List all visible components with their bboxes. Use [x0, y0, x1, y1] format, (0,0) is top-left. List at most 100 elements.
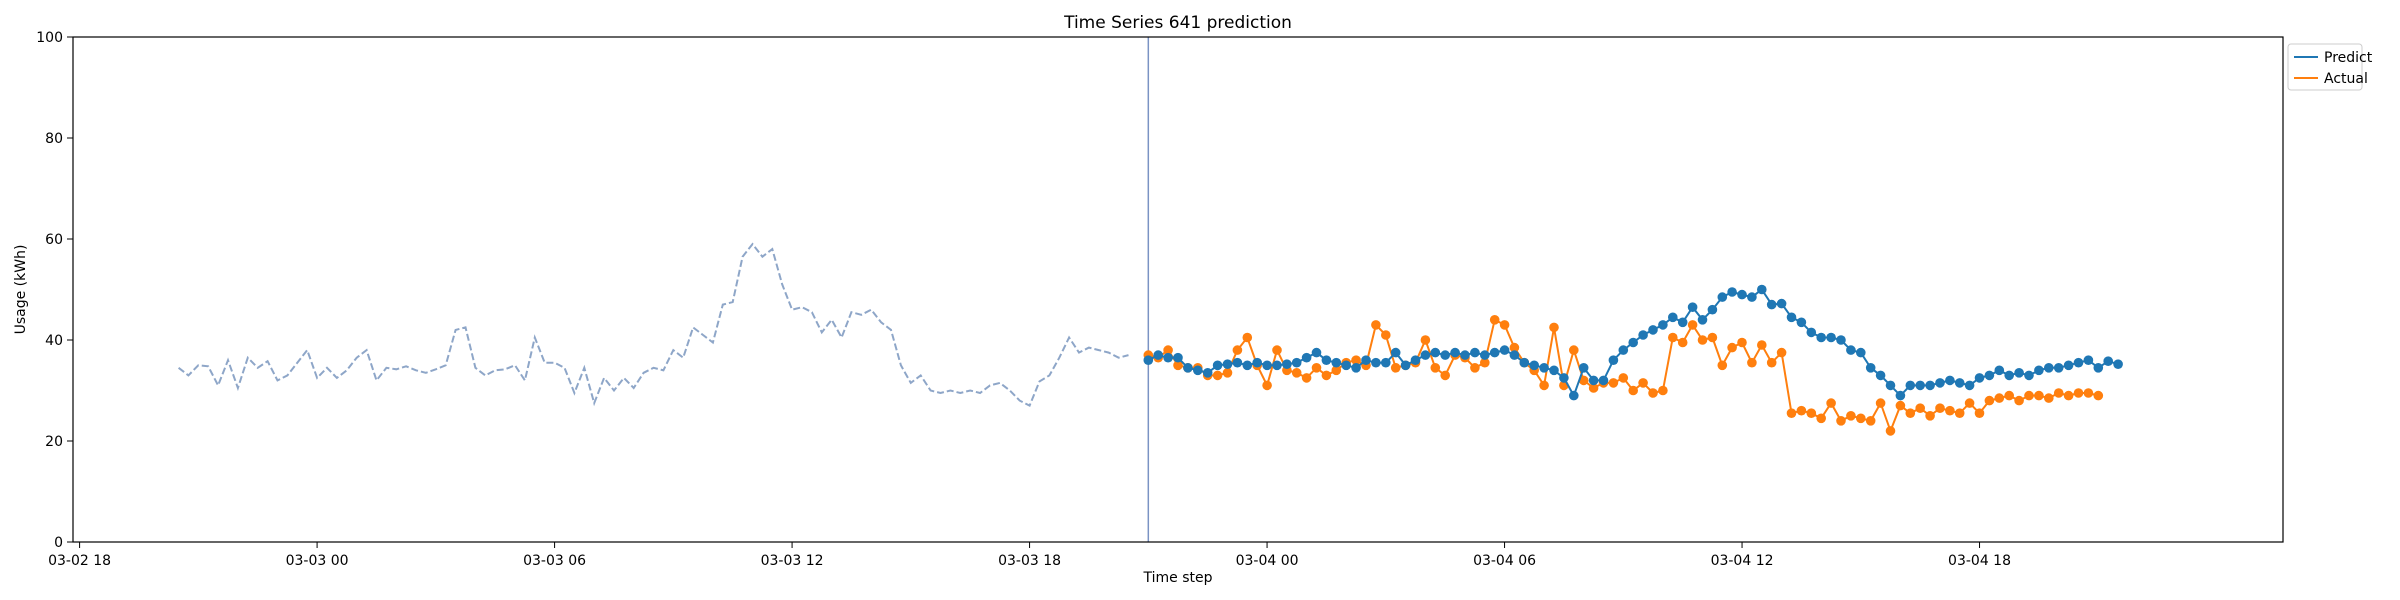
data-point-actual: [1321, 370, 1332, 381]
data-point-actual: [1509, 342, 1520, 353]
data-point-actual: [2044, 393, 2054, 403]
data-point-predict: [1519, 357, 1530, 368]
x-axis-title: Time step: [1143, 570, 1213, 586]
data-point-predict: [1202, 368, 1213, 378]
data-point-actual: [1954, 408, 1965, 419]
data-point-predict: [1628, 337, 1638, 348]
history-line: [177, 242, 1129, 407]
data-point-predict: [1212, 360, 1223, 371]
data-point-predict: [1796, 317, 1807, 328]
data-point-actual: [1707, 332, 1718, 343]
data-point-predict: [1559, 373, 1569, 383]
data-point-predict: [1242, 360, 1253, 371]
data-point-predict: [1717, 292, 1728, 302]
data-point-actual: [1232, 345, 1243, 355]
axes: 0 20 40 60 80 100 03-02 18 03-03 00 03-03 06 03-0…: [36, 30, 2011, 569]
legend: Predict Actual: [2287, 43, 2373, 91]
data-point-predict: [1193, 365, 1203, 376]
data-point-actual: [1351, 355, 1361, 366]
data-point-predict: [1618, 345, 1629, 355]
data-point-predict: [1786, 312, 1797, 323]
data-point-predict: [1569, 390, 1579, 401]
data-point-predict: [1143, 355, 1154, 366]
data-point-actual: [1945, 405, 1955, 416]
data-point-predict: [1381, 357, 1391, 368]
data-point-actual: [1677, 337, 1688, 348]
data-point-predict: [1341, 360, 1351, 371]
data-point-predict: [1321, 355, 1332, 366]
data-point-actual: [1489, 315, 1500, 325]
data-point-predict: [1420, 350, 1431, 360]
data-point-actual: [2034, 390, 2044, 401]
data-point-predict: [1648, 325, 1658, 335]
data-point-actual: [1668, 332, 1678, 343]
data-point-predict: [1707, 304, 1718, 315]
data-point-predict: [1945, 375, 1955, 386]
x-tick-label: 03-03 12: [761, 553, 824, 569]
data-point-predict: [1262, 360, 1272, 371]
data-point-predict: [1450, 347, 1460, 358]
data-point-actual: [1984, 395, 1995, 406]
data-point-predict: [1846, 345, 1856, 355]
data-point-actual: [1291, 368, 1302, 378]
data-point-actual: [2083, 388, 2094, 398]
y-tick-label: 60: [45, 232, 63, 248]
data-point-actual: [1687, 320, 1698, 330]
data-point-actual: [1865, 416, 1876, 426]
data-point-predict: [2053, 363, 2064, 373]
data-point-actual: [1875, 398, 1886, 408]
data-point-predict: [1351, 363, 1361, 373]
data-point-actual: [1895, 400, 1906, 411]
data-point-actual: [1480, 357, 1490, 368]
data-point-actual: [1836, 416, 1846, 426]
data-point-actual: [1311, 363, 1322, 373]
legend-label-actual: Actual: [2324, 71, 2368, 87]
data-point-actual: [1212, 370, 1223, 381]
data-point-actual: [1905, 408, 1916, 419]
data-point-predict: [1291, 357, 1302, 368]
data-point-predict: [1272, 360, 1282, 371]
data-point-predict: [1183, 363, 1193, 373]
data-point-actual: [1964, 398, 1975, 408]
data-point-predict: [1668, 312, 1678, 323]
data-point-predict: [1925, 380, 1935, 391]
data-point-actual: [1846, 411, 1856, 421]
data-point-predict: [1895, 390, 1906, 401]
data-point-actual: [1747, 357, 1757, 368]
data-point-predict: [1232, 357, 1243, 368]
data-point-predict: [1915, 380, 1925, 391]
data-point-predict: [1549, 365, 1559, 376]
plot-area: [177, 37, 2123, 542]
data-point-actual: [2093, 390, 2104, 401]
data-point-predict: [1252, 357, 1262, 368]
data-point-predict: [1489, 347, 1500, 358]
data-point-actual: [1499, 320, 1510, 330]
data-point-predict: [1727, 287, 1737, 297]
data-point-actual: [1430, 363, 1441, 373]
data-point-actual: [1262, 380, 1272, 391]
data-point-actual: [2004, 390, 2014, 401]
data-point-predict: [1747, 292, 1757, 302]
data-point-predict: [1984, 370, 1995, 381]
data-point-predict: [1974, 373, 1985, 383]
data-point-predict: [1400, 360, 1411, 371]
data-point-actual: [1816, 413, 1826, 424]
data-point-actual: [1638, 378, 1648, 388]
data-point-predict: [1836, 335, 1846, 345]
data-point-predict: [1173, 352, 1183, 363]
data-point-predict: [1687, 302, 1698, 313]
data-point-predict: [2024, 370, 2034, 381]
y-tick-label: 100: [36, 30, 63, 46]
data-point-predict: [1598, 375, 1609, 386]
data-point-predict: [1856, 347, 1866, 358]
legend-label-predict: Predict: [2324, 50, 2373, 66]
data-point-actual: [1776, 347, 1787, 358]
data-point-actual: [1697, 335, 1708, 345]
data-point-predict: [2093, 363, 2104, 373]
data-point-predict: [1539, 363, 1549, 373]
data-point-actual: [1608, 378, 1619, 388]
data-point-predict: [2004, 370, 2014, 381]
data-point-actual: [1440, 370, 1450, 381]
data-point-predict: [1638, 330, 1648, 340]
